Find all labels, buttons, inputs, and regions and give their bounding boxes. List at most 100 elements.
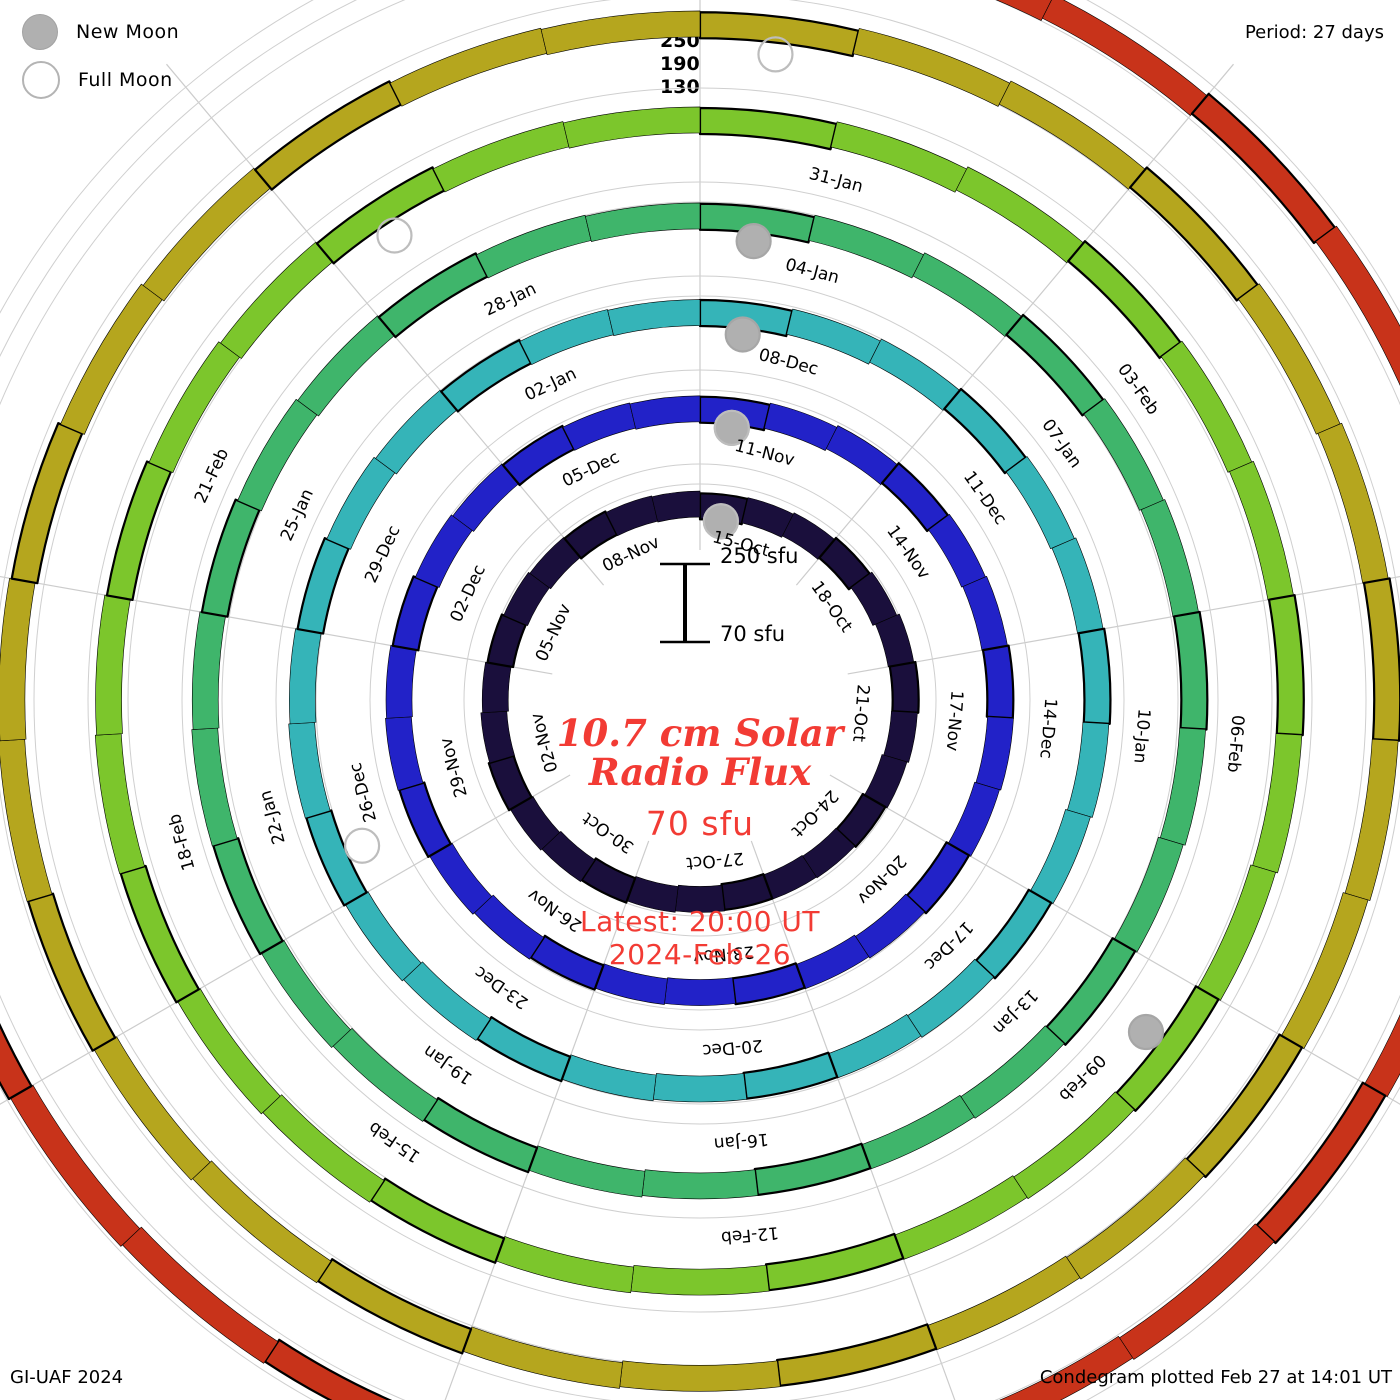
flux-day-segment [947, 781, 1000, 857]
full-moon-marker-icon [376, 217, 413, 254]
latest-date: 2024-Feb-26 [608, 938, 792, 972]
latest-observation: Latest: 20:00 UT 2024-Feb-26 [400, 905, 1000, 971]
date-tick-label: 21-Oct [848, 684, 873, 743]
flux-ring [94, 106, 1305, 1296]
radial-tick-130: 130 [660, 76, 700, 99]
flux-day-segment [776, 1323, 938, 1387]
flux-day-segment [93, 1036, 211, 1181]
flux-day-segment [1344, 738, 1399, 901]
flux-day-segment [1077, 627, 1112, 725]
flux-day-segment [462, 1326, 623, 1389]
flux-day-segment [742, 1051, 839, 1100]
flux-day-segment [119, 864, 200, 1004]
chart-title-line-1: 10.7 cm Solar [556, 711, 844, 755]
flux-day-segment [528, 1145, 646, 1198]
flux-day-segment [995, 0, 1052, 21]
date-tick-label: 26-Dec [346, 760, 381, 824]
date-tick-label: 14-Dec [1035, 697, 1060, 759]
chart-title-line-2: Radio Flux [588, 750, 812, 795]
flux-day-segment [1160, 340, 1253, 473]
full-moon-marker-icon [757, 36, 794, 73]
credit-label: GI-UAF 2024 [10, 1367, 124, 1388]
date-tick-label: 02-Jan [522, 364, 580, 406]
flux-day-segment [0, 577, 36, 742]
date-tick-label: 21-Feb [191, 445, 233, 506]
flux-day-segment [60, 283, 163, 435]
date-tick-label: 08-Dec [756, 345, 820, 380]
flux-day-segment [220, 241, 333, 359]
flux-day-segment [94, 733, 145, 875]
flux-day-segment [664, 977, 736, 1006]
flux-day-segment [288, 722, 331, 819]
flux-day-segment [385, 716, 424, 791]
flux-day-segment [955, 166, 1084, 264]
flux-day-segment [1045, 937, 1137, 1046]
grid-circle [463, 463, 937, 937]
date-tick-label: 07-Jan [1037, 416, 1085, 472]
date-tick-label: 06-Feb [1223, 714, 1248, 773]
flux-day-segment [629, 395, 701, 430]
flux-ring [0, 10, 1400, 1392]
flux-day-segment [1229, 460, 1294, 601]
date-tick-label: 10-Jan [1129, 708, 1153, 764]
flux-day-segment [894, 1175, 1028, 1260]
flux-day-segment [377, 252, 489, 339]
flux-day-segment [907, 958, 994, 1038]
flux-day-segment [960, 1025, 1065, 1119]
flux-day-segment [10, 1084, 141, 1247]
flux-day-segment [835, 792, 887, 848]
flux-day-segment [563, 510, 619, 560]
legend-item-full-moon: Full Moon [22, 56, 179, 104]
flux-day-segment [415, 514, 473, 588]
flux-day-segment [385, 645, 417, 719]
flux-day-segment [1066, 1157, 1205, 1280]
flux-day-segment [828, 1014, 922, 1079]
flux-day-segment [764, 402, 838, 451]
legend-label-new-moon: New Moon [76, 21, 180, 43]
grid-circle [87, 87, 1313, 1313]
date-tick-label: 20-Dec [701, 1035, 763, 1061]
flux-day-segment [1114, 836, 1184, 953]
date-tick-label: 17-Nov [942, 690, 967, 752]
flux-day-segment [1159, 727, 1206, 846]
scale-bar-high-label: 250 sfu [720, 544, 799, 568]
flux-day-segment [297, 315, 395, 417]
flux-day-segment [432, 121, 570, 193]
flux-day-segment [148, 341, 240, 473]
flux-day-segment [562, 106, 701, 149]
flux-day-segment [1005, 313, 1105, 417]
flux-day-segment [480, 710, 515, 764]
flux-day-segment [486, 613, 527, 669]
flux-day-segment [519, 309, 614, 365]
flux-day-segment [1255, 1081, 1387, 1245]
flux-day-segment [802, 827, 856, 879]
flux-day-segment [487, 754, 533, 812]
flux-day-segment [619, 1360, 781, 1392]
date-tick-label: 15-Feb [365, 1117, 424, 1166]
flux-day-segment [10, 422, 84, 585]
flux-day-segment [1362, 577, 1400, 742]
flux-day-segment [0, 1022, 33, 1101]
date-tick-label: 11-Dec [959, 468, 1010, 529]
moon-markers [343, 36, 1165, 1051]
full-moon-marker-icon [713, 409, 750, 446]
flux-day-segment [142, 167, 271, 302]
flux-day-segment [540, 10, 701, 56]
flux-day-segment [975, 716, 1014, 791]
flux-day-segment [698, 106, 838, 151]
flux-day-segment [296, 537, 350, 635]
date-tick-label: 28-Jan [481, 279, 539, 321]
flux-day-segment [1185, 1033, 1304, 1179]
center-info-block: 250 sfu 70 sfu 10.7 cm Solar Radio Flux … [400, 544, 1000, 972]
flux-day-segment [607, 299, 701, 336]
flux-day-segment [476, 214, 592, 279]
radial-tick-190: 190 [660, 53, 700, 76]
flux-ring [385, 395, 1015, 1006]
new-moon-marker-icon [735, 223, 772, 260]
flux-day-segment [501, 424, 576, 487]
flux-day-segment [289, 628, 322, 725]
new-moon-icon [22, 14, 58, 50]
date-tick-label: 18-Feb [165, 811, 200, 872]
